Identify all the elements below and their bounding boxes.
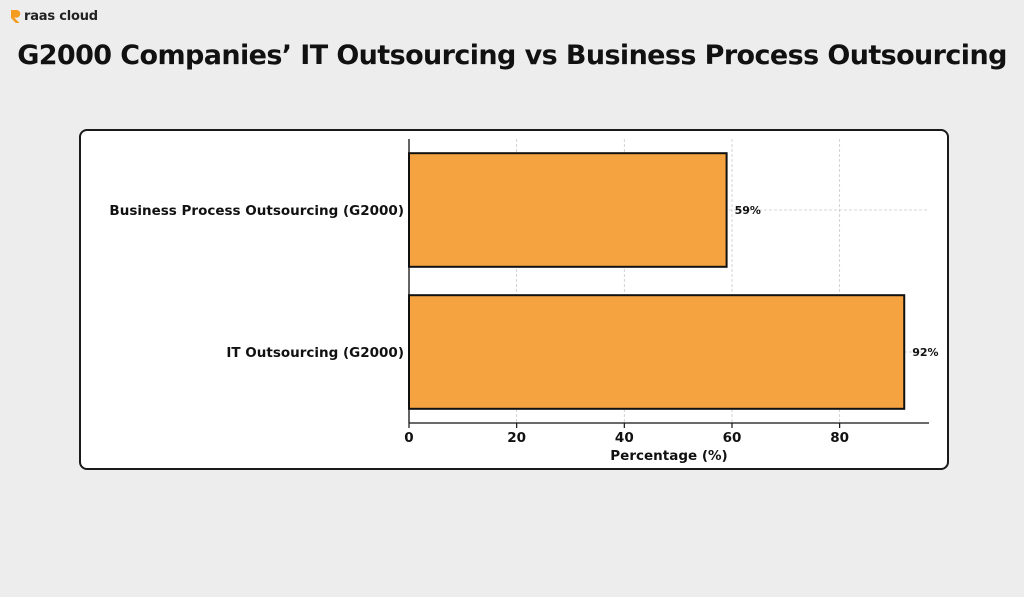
x-axis-title: Percentage (%)	[610, 448, 727, 464]
x-tick-label-3: 60	[723, 430, 742, 446]
bar-chart: 59% Business Process Outsourcing (G2000) 9…	[109, 139, 939, 464]
category-label-1: IT Outsourcing (G2000)	[226, 345, 404, 361]
brand: raas cloud	[10, 9, 98, 24]
category-label-0: Business Process Outsourcing (G2000)	[109, 203, 404, 219]
x-tick-label-1: 20	[507, 430, 526, 446]
raas-cloud-logo-icon	[11, 10, 21, 23]
bar-0	[408, 152, 728, 268]
brand-name: raas cloud	[24, 9, 98, 24]
chart-card: 59% Business Process Outsourcing (G2000) 9…	[79, 129, 949, 470]
data-label-0: 59%	[735, 204, 761, 217]
page-title: G2000 Companies’ IT Outsourcing vs Busin…	[17, 40, 1007, 71]
x-tick-label-2: 40	[615, 430, 634, 446]
data-label-1: 92%	[912, 346, 938, 359]
x-tick-label-0: 0	[404, 430, 413, 446]
bar-1	[408, 294, 906, 410]
x-tick-label-4: 80	[830, 430, 849, 446]
